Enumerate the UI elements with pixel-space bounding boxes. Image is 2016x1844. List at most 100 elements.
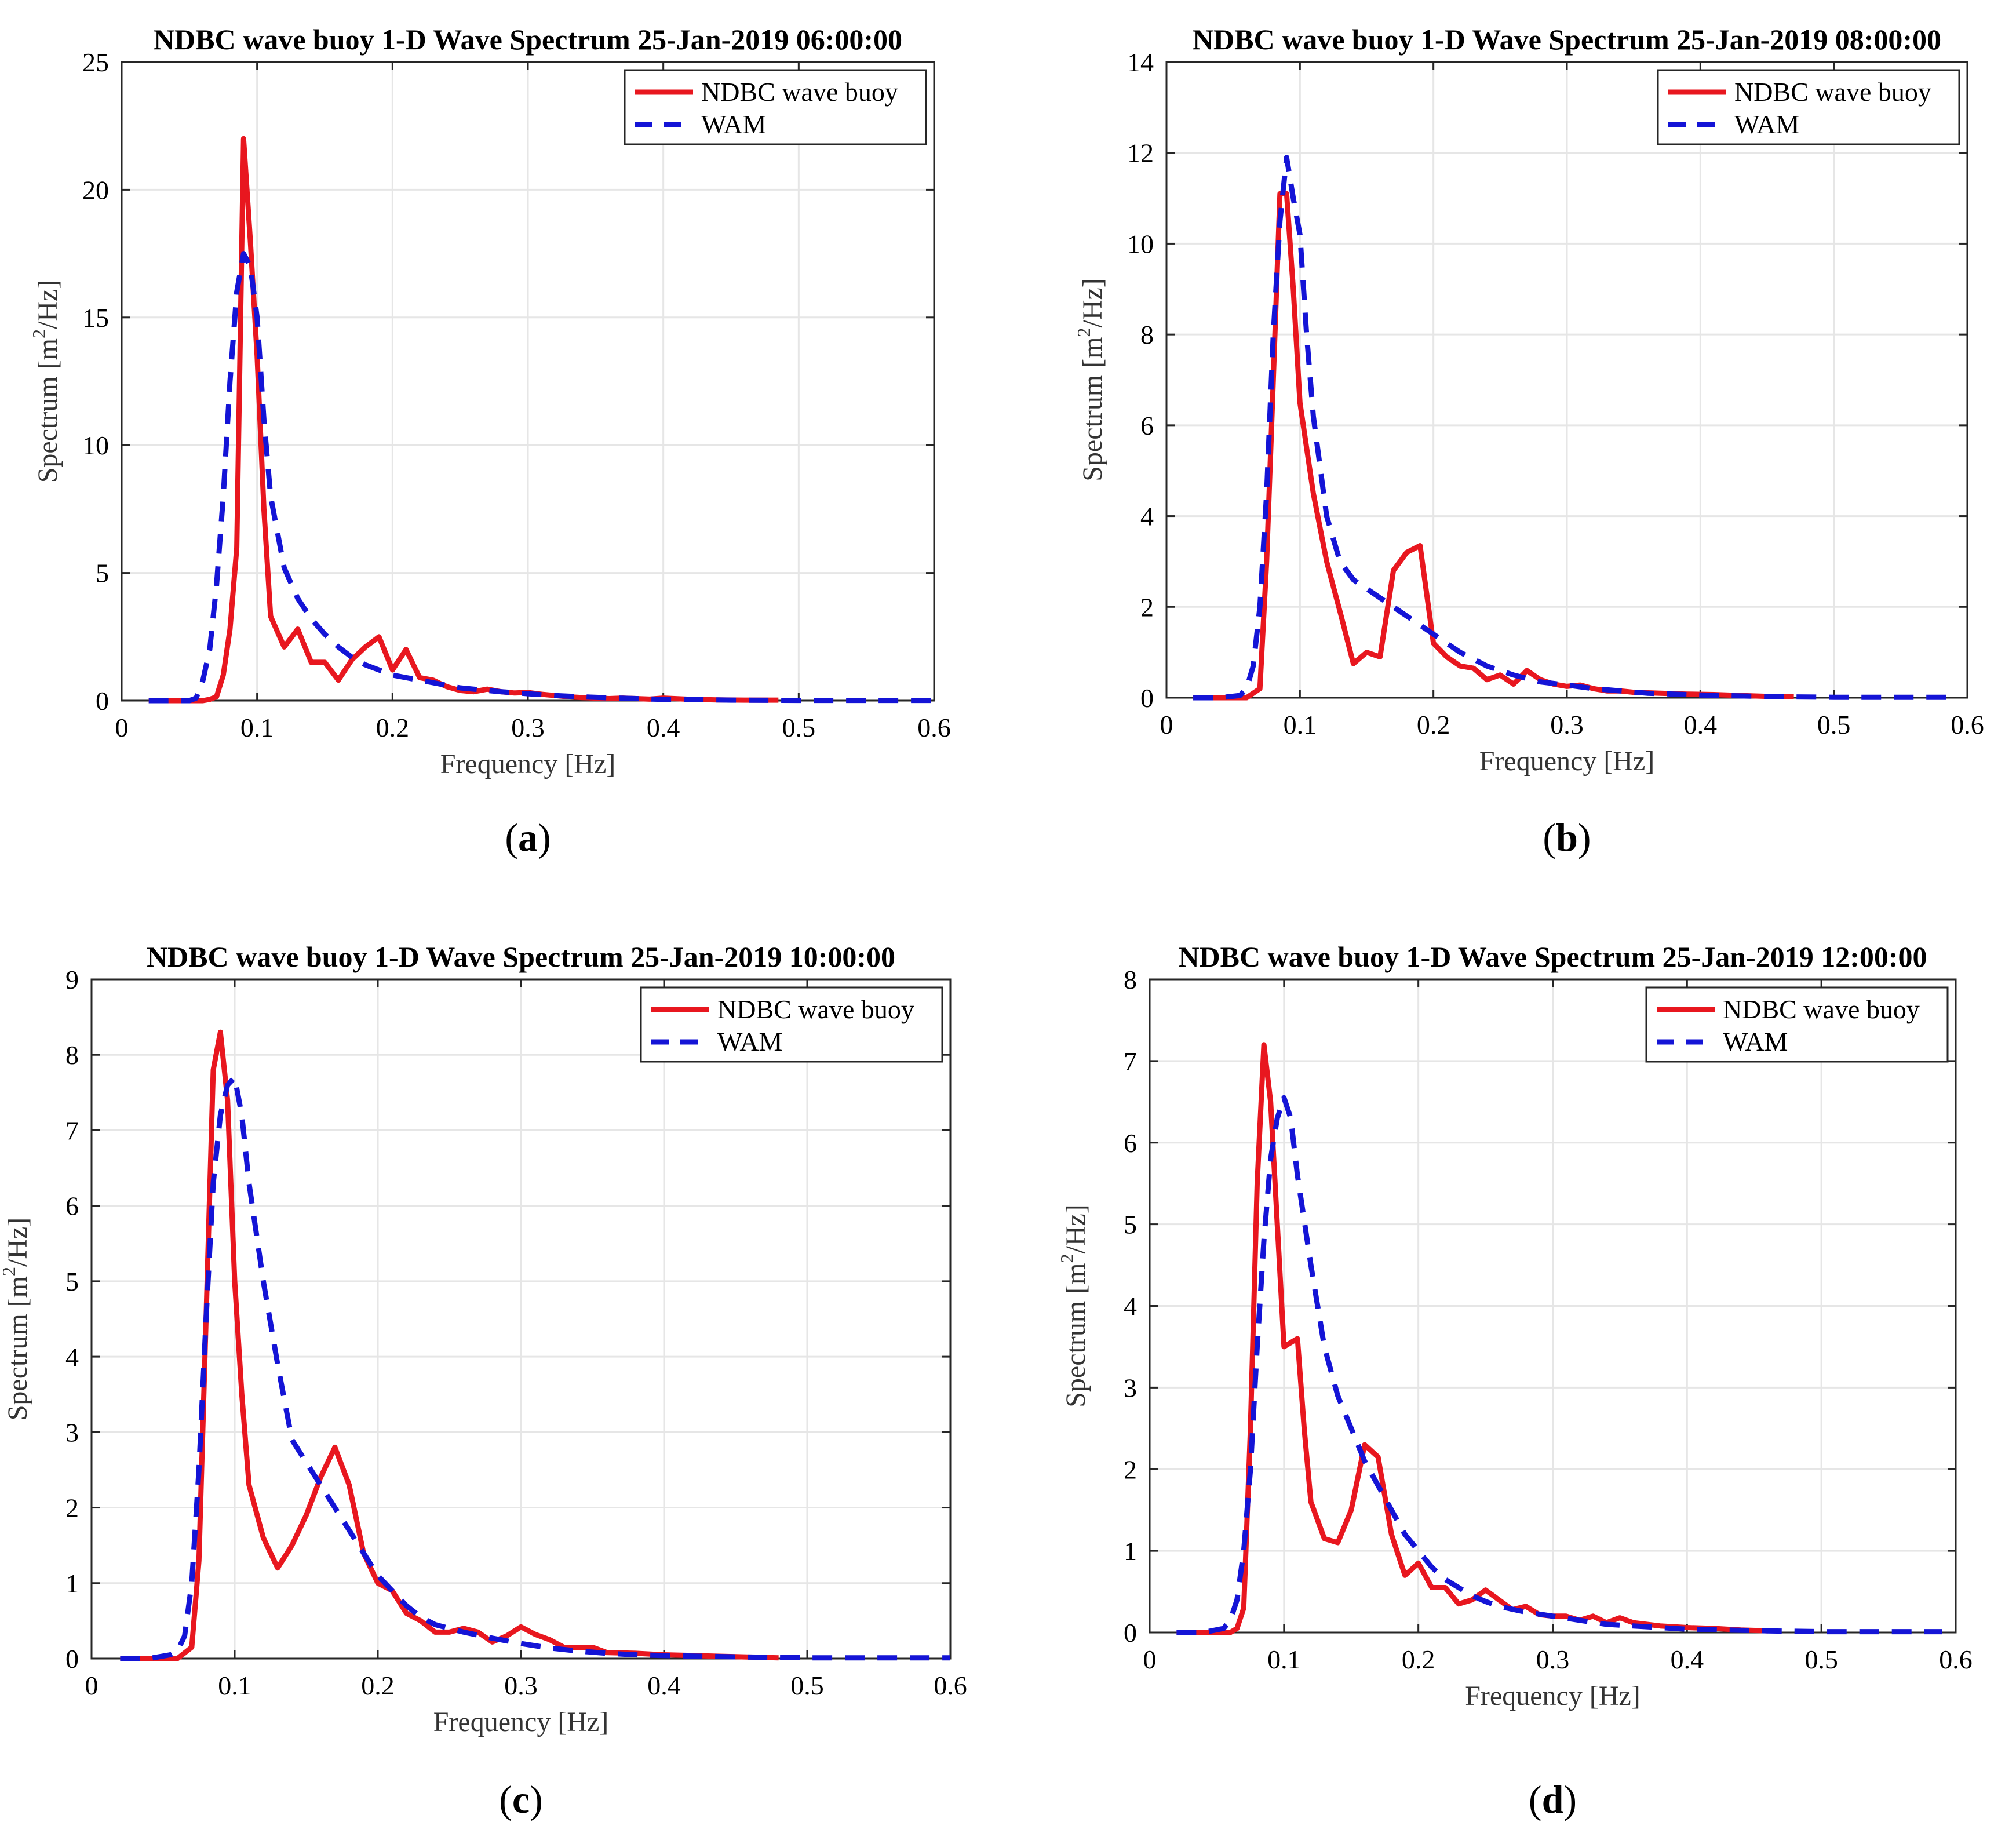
y-axis-label-sup: 2 [28, 329, 49, 338]
x-tick-label: 0.6 [1939, 1645, 1973, 1674]
chart-panel-b: 0 0.1 0.2 0.3 0.4 0.5 0.6 0 2 4 6 8 10 12 14 NDBC wave … [1073, 23, 1984, 859]
y-axis-label-base: Spectrum [m [1060, 1263, 1091, 1408]
y-tick-label: 7 [1124, 1047, 1137, 1076]
x-tick-label: 0.5 [1817, 710, 1851, 739]
y-tick-label: 2 [65, 1493, 79, 1523]
legend-box [1657, 69, 1960, 145]
x-tick-label: 0.2 [1417, 710, 1450, 739]
caption-letter: c [512, 1777, 530, 1821]
series-line-wam [1176, 1095, 1942, 1635]
y-tick-label: 8 [1124, 965, 1137, 994]
x-tick-label: 0.5 [782, 713, 816, 742]
x-tick-label: 0.1 [1267, 1645, 1301, 1674]
y-tick-label: 7 [65, 1116, 79, 1145]
y-tick-label: 8 [65, 1040, 79, 1070]
x-tick-label: 0.6 [917, 713, 951, 742]
y-tick-label: 4 [1140, 502, 1154, 531]
y-axis-label-tail: /Hz] [1077, 278, 1108, 327]
y-tick-label: 0 [1140, 683, 1154, 713]
y-tick-label: 6 [1124, 1128, 1137, 1158]
caption-open-paren: ( [499, 1777, 512, 1821]
y-axis-label-sup: 2 [1073, 328, 1094, 337]
legend-label: WAM [1723, 1027, 1788, 1056]
x-axis-label: Frequency [Hz] [1465, 1681, 1640, 1711]
chart-title: NDBC wave buoy 1-D Wave Spectrum 25-Jan-… [1178, 941, 1927, 973]
y-tick-label: 5 [1124, 1210, 1137, 1240]
x-tick-label: 0.1 [240, 713, 274, 742]
x-tick-label: 0.3 [511, 713, 545, 742]
y-tick-label: 2 [1124, 1455, 1137, 1484]
x-tick-label: 0.4 [1671, 1645, 1704, 1674]
caption-close-paren: ) [538, 815, 551, 859]
chart-title: NDBC wave buoy 1-D Wave Spectrum 25-Jan-… [147, 941, 895, 973]
y-tick-label: 5 [65, 1267, 79, 1296]
y-tick-label: 25 [82, 48, 109, 77]
y-tick-label: 6 [65, 1191, 79, 1221]
x-tick-label: 0.1 [218, 1671, 251, 1700]
chart-panel-a: 0 0.1 0.2 0.3 0.4 0.5 0.6 0 5 10 15 20 25 NDBC wave b… [28, 23, 951, 859]
y-tick-label: 6 [1140, 411, 1154, 440]
y-axis-label-base: Spectrum [m [2, 1276, 33, 1420]
x-tick-label: 0.5 [1804, 1645, 1838, 1674]
series-line-wam [1193, 155, 1954, 701]
x-tick-label: 0.2 [361, 1671, 395, 1700]
legend-label: WAM [1734, 110, 1799, 139]
y-axis-label-sup: 2 [1056, 1254, 1077, 1263]
x-tick-label: 0.5 [790, 1671, 824, 1700]
caption-close-paren: ) [1563, 1777, 1577, 1821]
x-axis-label: Frequency [Hz] [440, 749, 616, 779]
y-axis-label: Spectrum [m2/Hz] [28, 280, 63, 483]
panel-caption: (c) [499, 1777, 543, 1821]
x-tick-label: 0 [1160, 710, 1173, 739]
y-tick-label: 10 [1127, 229, 1154, 258]
y-axis-label-sup: 2 [0, 1267, 19, 1276]
caption-open-paren: ( [1543, 815, 1556, 859]
caption-open-paren: ( [1529, 1777, 1542, 1821]
y-tick-label: 2 [1140, 592, 1154, 622]
caption-letter: b [1556, 815, 1578, 859]
x-tick-label: 0.4 [647, 713, 680, 742]
y-tick-label: 12 [1127, 139, 1154, 168]
series-line-wam [148, 251, 934, 704]
y-tick-label: 20 [82, 175, 109, 205]
x-tick-label: 0.3 [504, 1671, 538, 1700]
caption-letter: d [1542, 1777, 1564, 1821]
y-tick-label: 4 [65, 1342, 79, 1372]
y-axis-label-tail: /Hz] [32, 280, 63, 329]
caption-letter: a [518, 815, 538, 859]
y-tick-label: 3 [65, 1417, 79, 1447]
legend-label: NDBC wave buoy [701, 77, 898, 107]
x-axis-label: Frequency [Hz] [1479, 746, 1655, 777]
y-tick-label: 1 [65, 1569, 79, 1598]
y-axis-label-base: Spectrum [m [1077, 337, 1108, 482]
x-tick-label: 0.3 [1536, 1645, 1570, 1674]
y-tick-label: 0 [1124, 1618, 1137, 1648]
y-tick-label: 10 [82, 431, 109, 460]
series-line-ndbc-buoy [148, 136, 779, 704]
y-axis-label-tail: /Hz] [1060, 1204, 1091, 1253]
y-tick-label: 0 [96, 686, 109, 716]
series-line-wam [120, 1074, 950, 1661]
panel-caption: (d) [1529, 1777, 1577, 1821]
y-tick-label: 8 [1140, 320, 1154, 349]
caption-close-paren: ) [530, 1777, 543, 1821]
y-axis-label: Spectrum [m2/Hz] [0, 1218, 33, 1421]
chart-panel-d: 0 0.1 0.2 0.3 0.4 0.5 0.6 0 1 2 3 4 5 6 7 8 NDBC wave bu… [1056, 941, 1973, 1821]
legend-box [640, 986, 943, 1063]
x-tick-label: 0.6 [934, 1671, 967, 1700]
x-tick-label: 0.1 [1284, 710, 1317, 739]
x-tick-label: 0.2 [1402, 1645, 1435, 1674]
y-axis-label-base: Spectrum [m [32, 338, 63, 483]
y-tick-label: 9 [65, 965, 79, 994]
x-tick-label: 0 [115, 713, 129, 742]
y-tick-label: 0 [65, 1644, 79, 1674]
legend-label: NDBC wave buoy [1723, 994, 1920, 1024]
y-tick-label: 14 [1127, 48, 1154, 77]
x-tick-label: 0.3 [1550, 710, 1584, 739]
chart-panel-c: 0 0.1 0.2 0.3 0.4 0.5 0.6 0 1 2 3 4 5 6 7 8 9 NDBC wave b… [0, 941, 967, 1821]
y-tick-label: 4 [1124, 1292, 1137, 1321]
legend-label: NDBC wave buoy [1734, 77, 1931, 107]
x-tick-label: 0.4 [1684, 710, 1718, 739]
y-tick-label: 5 [96, 559, 109, 588]
x-tick-label: 0 [85, 1671, 99, 1700]
